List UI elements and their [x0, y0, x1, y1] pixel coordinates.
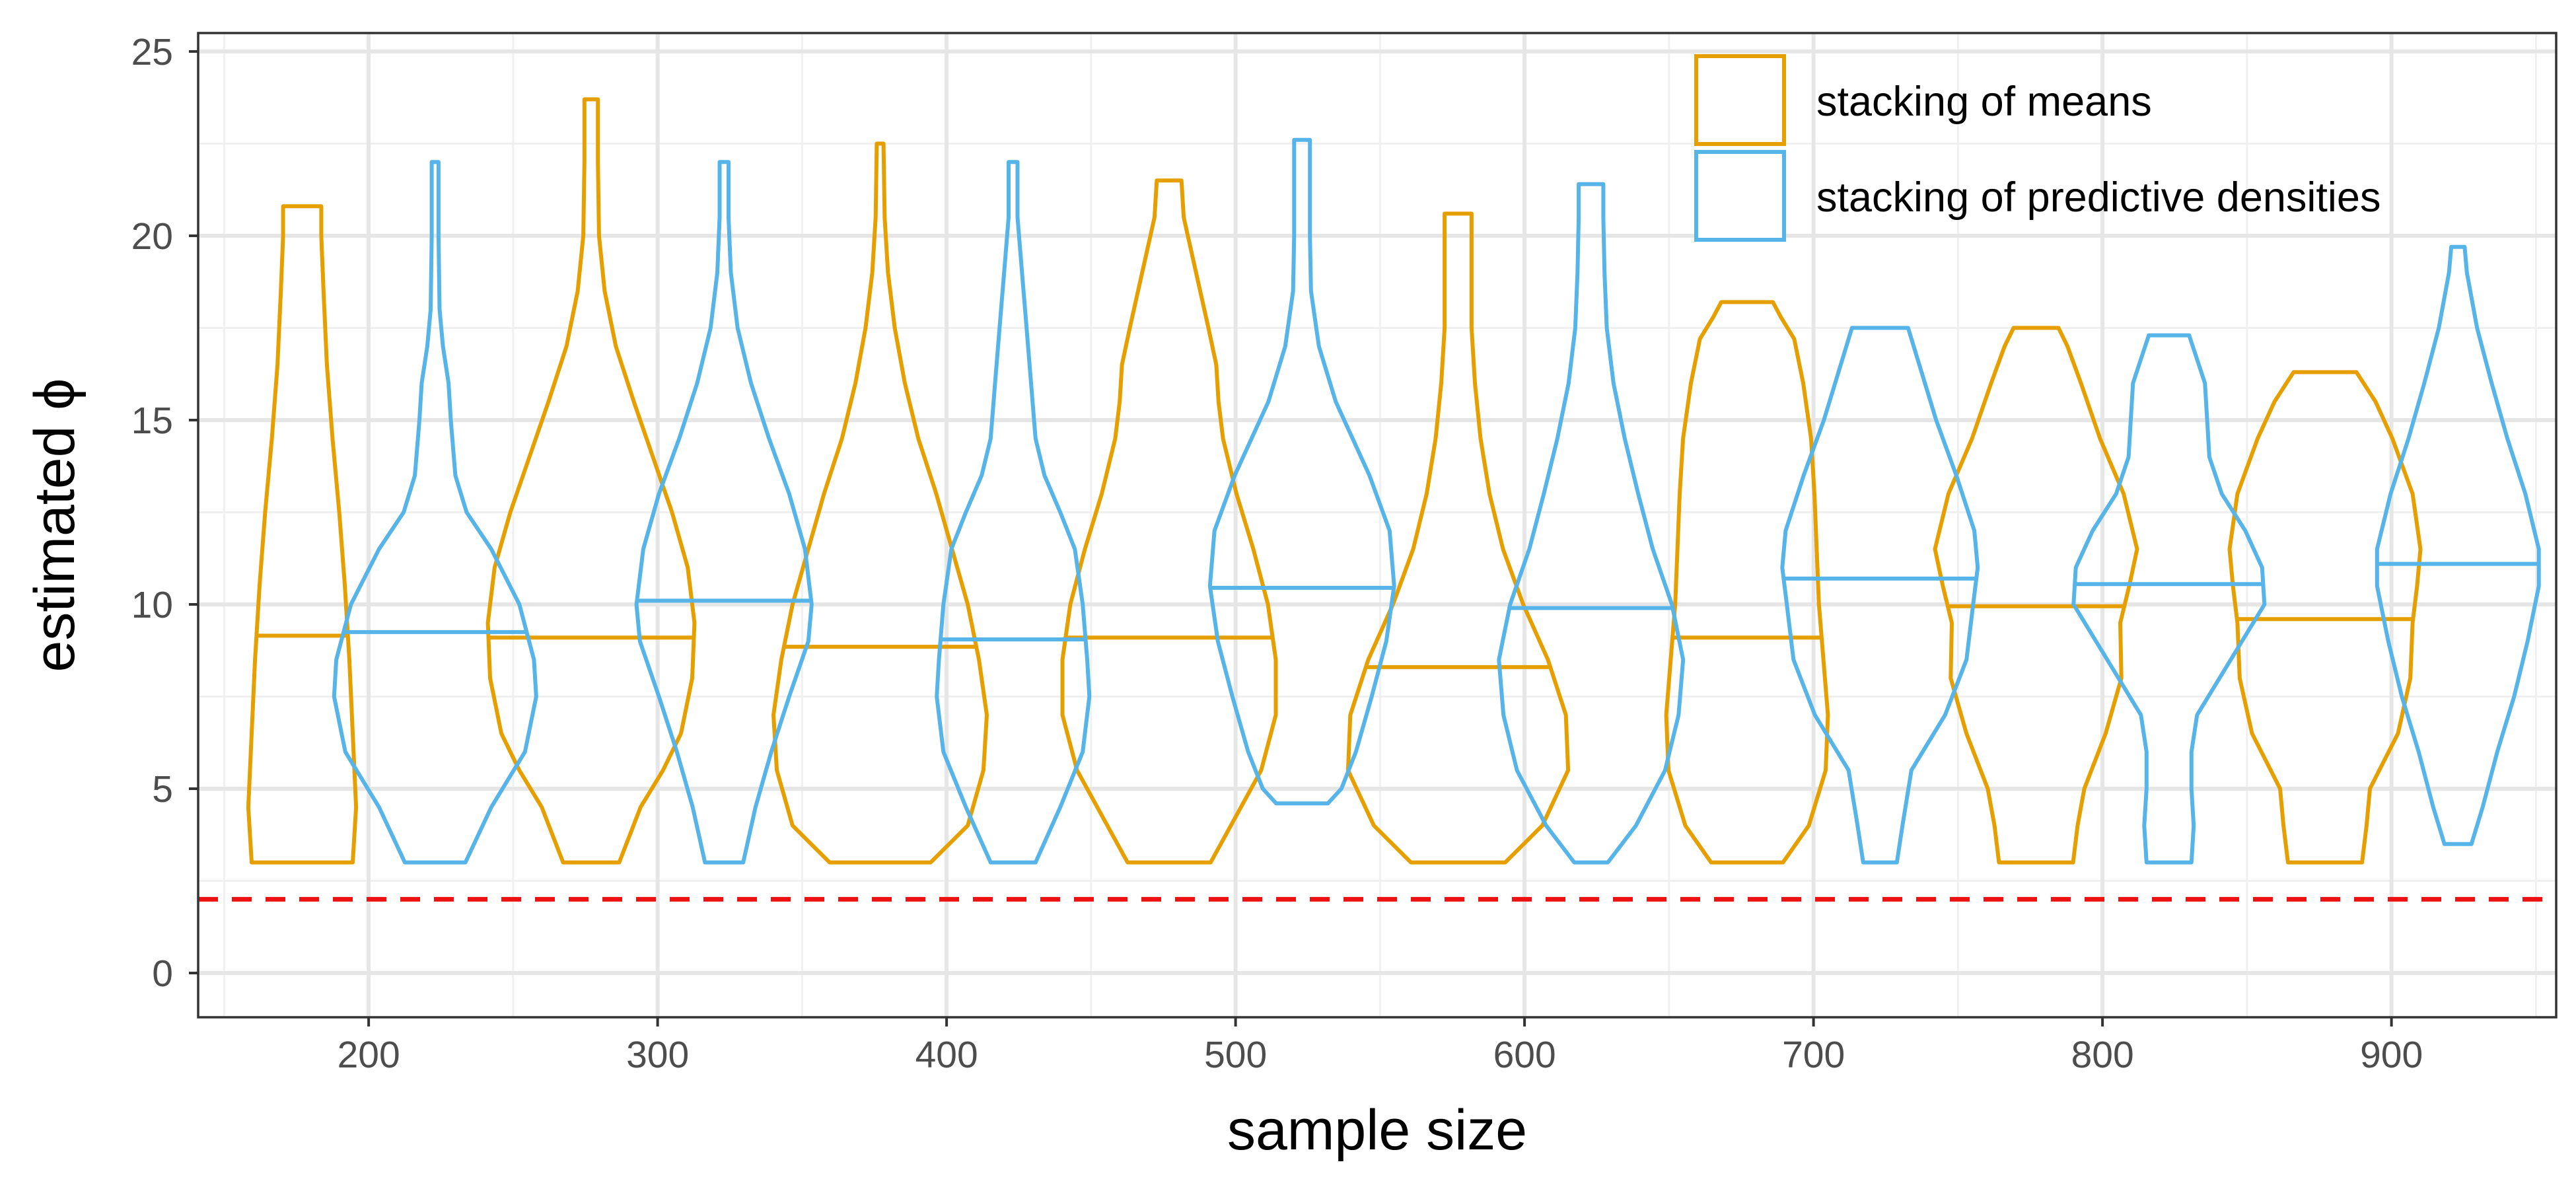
violin-densities-323 [634, 160, 814, 865]
major-gridlines [198, 33, 2556, 1017]
legend-label-means: stacking of means [1816, 79, 2152, 125]
x-axis-title: sample size [1227, 1099, 1527, 1162]
x-axis: 200 300 400 500 600 700 800 900 [338, 1017, 2423, 1076]
violin-means-877 [2227, 370, 2423, 865]
y-tick-label: 10 [131, 584, 173, 626]
violin-means-277 [485, 97, 697, 865]
x-tick-label: 700 [1782, 1034, 1845, 1076]
violin-means-477 [1060, 178, 1278, 865]
violin-densities-423 [935, 160, 1092, 865]
legend-key-densities [1694, 150, 1786, 242]
y-tick-label: 15 [131, 400, 173, 442]
y-axis-title: estimated ϕ [23, 378, 87, 672]
y-tick-label: 0 [152, 953, 173, 995]
violin-means-577 [1345, 211, 1571, 865]
violin-densities-523 [1207, 137, 1396, 806]
x-tick-label: 400 [915, 1034, 978, 1076]
violin-densities-723 [1780, 326, 1980, 865]
violin-means-777 [1933, 326, 2139, 865]
x-tick-label: 200 [338, 1034, 400, 1076]
legend-key-means [1694, 54, 1786, 146]
x-tick-label: 300 [626, 1034, 689, 1076]
y-axis: 0 5 10 15 20 25 [131, 31, 198, 995]
violin-densities-923 [2375, 244, 2541, 846]
minor-gridlines [198, 33, 2556, 1017]
x-tick-label: 800 [2071, 1034, 2134, 1076]
plot-panel [198, 33, 2556, 1017]
plot-border [197, 32, 2558, 1019]
y-tick-label: 5 [152, 768, 173, 811]
violin-densities-823 [2071, 333, 2267, 865]
violin-densities-223 [332, 160, 538, 865]
y-tick-label: 20 [131, 215, 173, 258]
legend: stacking of means stacking of predictive… [1694, 54, 2380, 242]
violin-means-377 [771, 141, 989, 865]
violin-layer [246, 97, 2541, 865]
x-tick-label: 900 [2360, 1034, 2423, 1076]
violin-means-677 [1664, 300, 1830, 865]
legend-label-densities: stacking of predictive densities [1816, 174, 2380, 221]
y-tick-label: 25 [131, 31, 173, 73]
violin-means-177 [246, 204, 359, 865]
x-tick-label: 500 [1204, 1034, 1267, 1076]
x-tick-label: 600 [1493, 1034, 1556, 1076]
violin-densities-623 [1497, 182, 1686, 865]
